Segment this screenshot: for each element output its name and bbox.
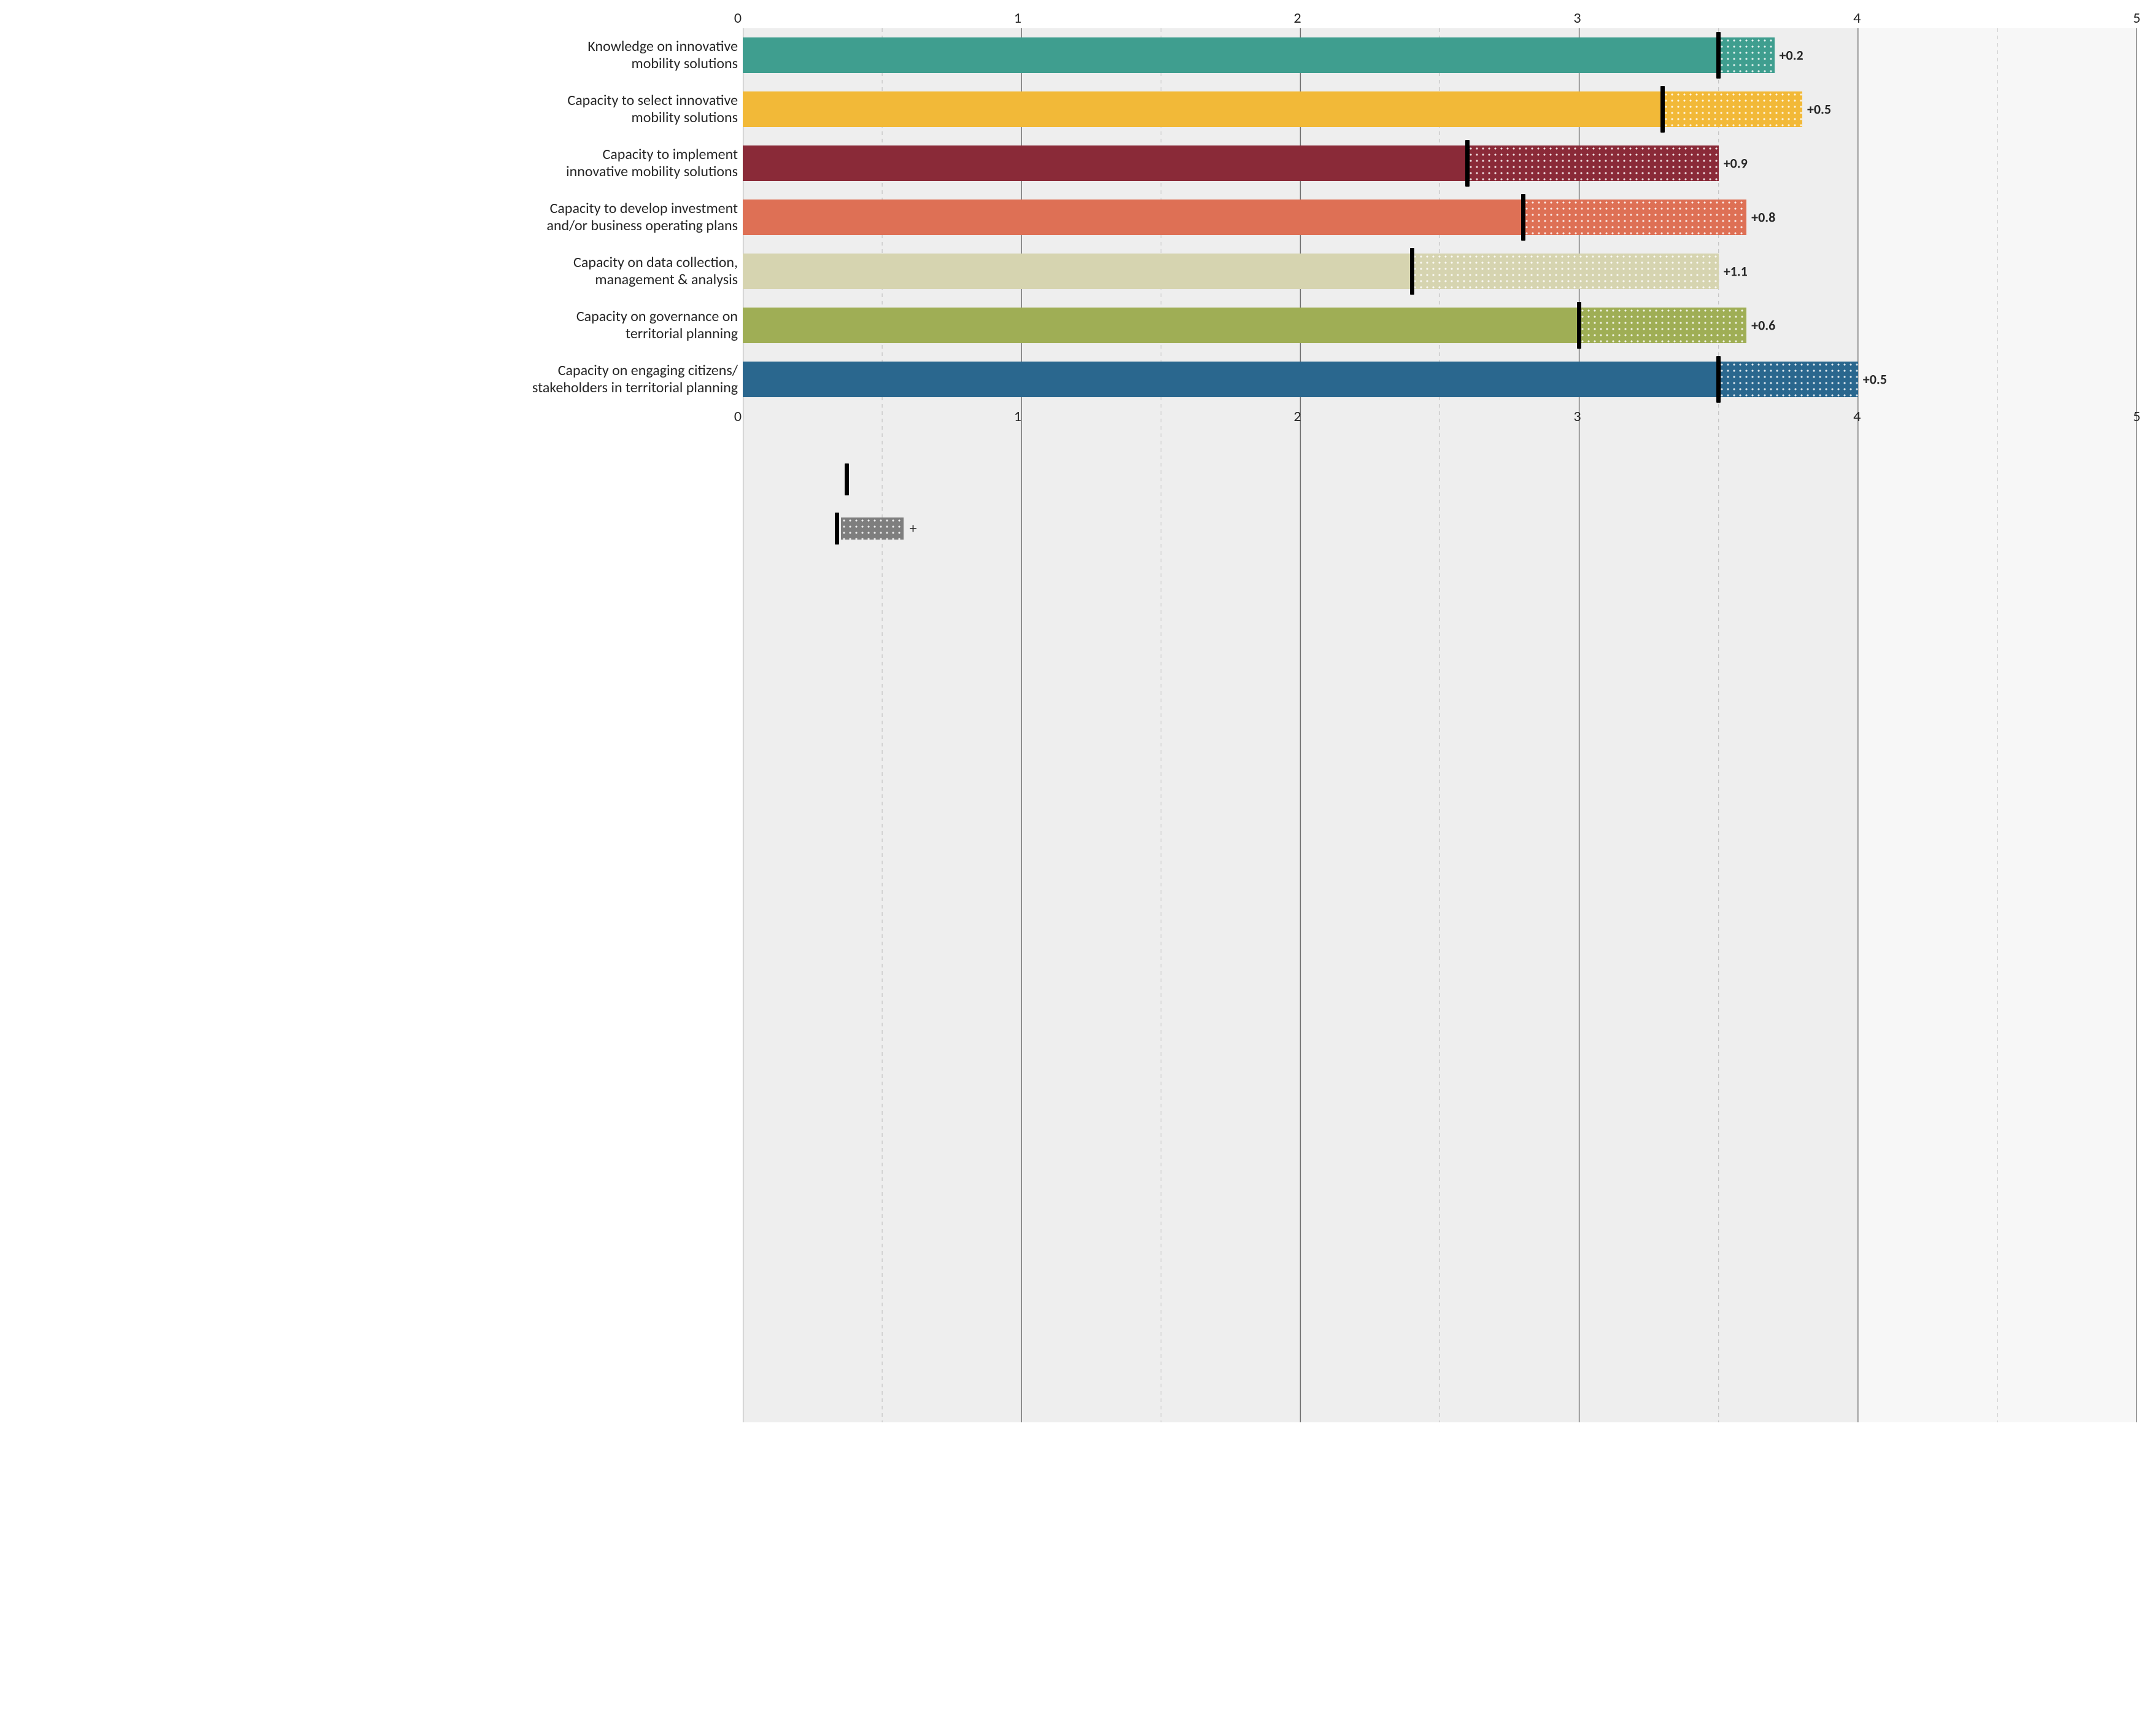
- before-marker: [1660, 86, 1665, 133]
- axis-tick: 4: [1853, 9, 1861, 27]
- bar-row: +0.6: [743, 308, 2137, 343]
- before-marker: [1716, 32, 1721, 79]
- bar-before: [743, 37, 1719, 73]
- category-label: Capacity on data collection,management &…: [17, 244, 738, 298]
- bar-row: +1.1: [743, 254, 2137, 289]
- bar-increase: [1468, 145, 1719, 181]
- axis-tick: 5: [2133, 408, 2140, 425]
- bar-before: [743, 91, 1663, 127]
- before-marker: [1521, 194, 1525, 241]
- bar-increase: [1524, 200, 1746, 235]
- axis-tick: 1: [1014, 9, 1021, 27]
- bar-increase: [1412, 254, 1719, 289]
- category-label: Capacity on engaging citizens/stakeholde…: [17, 352, 738, 406]
- bar-row: +0.9: [743, 145, 2137, 181]
- category-label: Capacity to implementinnovative mobility…: [17, 136, 738, 190]
- axis-tick: 2: [1294, 408, 1301, 425]
- category-label: Capacity to select innovativemobility so…: [17, 82, 738, 136]
- x-axis-bottom: 012345: [738, 406, 2137, 424]
- bar-increase: [1719, 362, 1858, 397]
- x-axis-top: 012345: [738, 11, 2137, 28]
- axis-tick: 3: [1573, 9, 1581, 27]
- bar-before: [743, 254, 1412, 289]
- increase-label: +1.1: [1724, 263, 1748, 280]
- plot-area: +0.2 +0.5 +0.9 +0.8 +1.1 +0.6 +0.5: [743, 28, 2137, 406]
- category-label: Knowledge on innovativemobility solution…: [17, 28, 738, 82]
- axis-tick: 4: [1853, 408, 1861, 425]
- bar-row: +0.8: [743, 200, 2137, 235]
- increase-label: +0.2: [1780, 47, 1803, 64]
- bar-increase: [1579, 308, 1747, 343]
- axis-tick: 5: [2133, 9, 2140, 27]
- bar-before: [743, 200, 1524, 235]
- axis-tick: 0: [734, 9, 742, 27]
- bar-row: +0.5: [743, 91, 2137, 127]
- capacity-chart: 0 1 2 3 4 5 Knowledge on innovativemobility s…: [0, 0, 2154, 584]
- bar-increase: [1719, 37, 1775, 73]
- increase-label: +0.6: [1751, 317, 1775, 334]
- axis-tick: 1: [1014, 408, 1021, 425]
- bars-container: +0.2 +0.5 +0.9 +0.8 +1.1 +0.6 +0.5: [743, 28, 2137, 406]
- category-labels: Knowledge on innovativemobility solution…: [17, 28, 743, 406]
- bar-increase: [1663, 91, 1802, 127]
- increase-label: +0.8: [1751, 209, 1775, 226]
- bar-before: [743, 308, 1579, 343]
- axis-tick: 0: [734, 408, 742, 425]
- category-label: Capacity on governance onterritorial pla…: [17, 298, 738, 352]
- axis-tick: 2: [1294, 9, 1301, 27]
- increase-label: +0.9: [1724, 155, 1748, 172]
- legend-plus-sign: +: [910, 520, 917, 538]
- bar-before: [743, 145, 1468, 181]
- bar-before: [743, 362, 1719, 397]
- category-label: Capacity to develop investmentand/or bus…: [17, 190, 738, 244]
- bar-row: +0.2: [743, 37, 2137, 73]
- before-marker: [1465, 140, 1470, 187]
- bar-row: +0.5: [743, 362, 2137, 397]
- increase-label: +0.5: [1807, 101, 1831, 118]
- before-marker: [1410, 248, 1414, 295]
- before-marker: [1577, 302, 1581, 349]
- chart-body: Knowledge on innovativemobility solution…: [17, 28, 2137, 406]
- axis-tick: 3: [1573, 408, 1581, 425]
- before-marker: [1716, 356, 1721, 403]
- increase-label: +0.5: [1863, 371, 1887, 388]
